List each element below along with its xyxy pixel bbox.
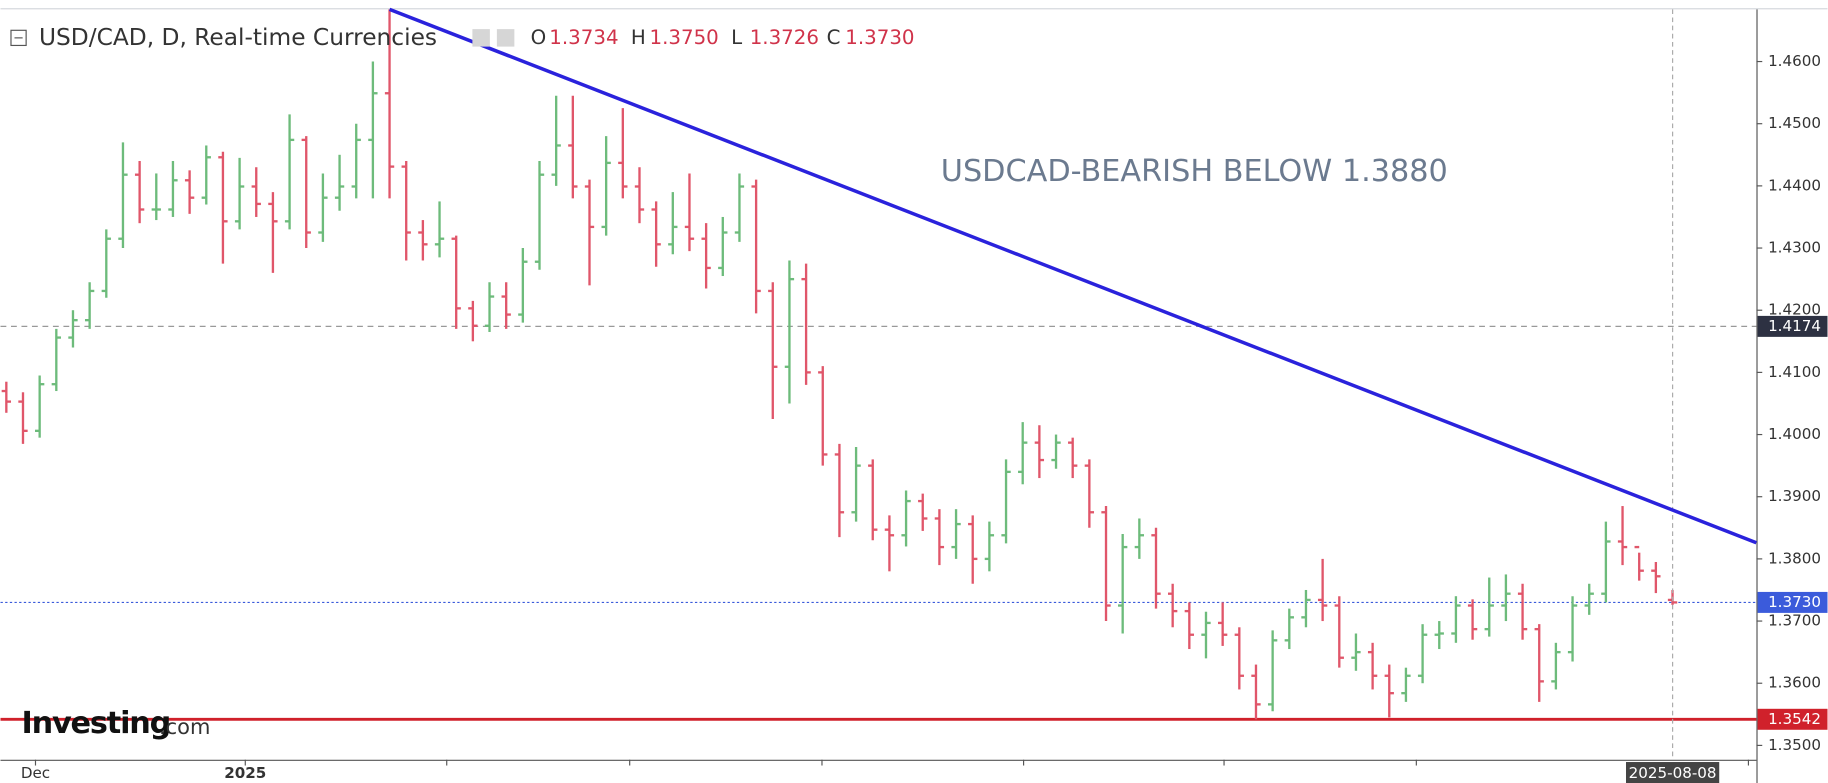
watermark-suffix: .com (159, 715, 210, 739)
y-tick-label: 1.3500 (1768, 736, 1821, 754)
annotation: USDCAD-BEARISH BELOW 1.3880 (941, 154, 1448, 189)
price-marker (1757, 315, 1828, 337)
x-crosshair-label: 2025-08-08 (1629, 764, 1717, 782)
y-tick-label: 1.4400 (1768, 176, 1821, 194)
ohlc-value: 1.3750 (650, 26, 719, 49)
ohlc-key: C (827, 26, 841, 49)
overlays (388, 7, 1757, 760)
ohlc-key: H (631, 26, 646, 49)
price-marker (1757, 591, 1828, 613)
price-marker (1757, 708, 1828, 730)
price-marker-label: 1.3730 (1768, 593, 1821, 611)
camera-icon[interactable] (472, 29, 490, 47)
x-crosshair-box (1626, 762, 1720, 783)
y-tick-label: 1.3800 (1768, 549, 1821, 567)
y-tick-label: 1.4500 (1768, 114, 1821, 132)
y-tick-label: 1.4100 (1768, 363, 1821, 381)
ohlc-value: 1.3730 (845, 26, 914, 49)
y-tick-label: 1.4600 (1768, 52, 1821, 70)
y-tick-label: 1.3600 (1768, 674, 1821, 692)
y-tick-label: 1.3700 (1768, 612, 1821, 630)
ohlc-key: L (731, 26, 742, 49)
ohlc-header: O 1.3734 H 1.3750 L 1.3726 C 1.3730 (531, 26, 915, 49)
x-tick-label: Dec (21, 764, 50, 782)
watermark-brand: Investing (21, 706, 170, 741)
settings-icon[interactable] (496, 29, 515, 47)
price-marker-label: 1.3542 (1768, 710, 1821, 728)
y-tick-label: 1.3900 (1768, 487, 1821, 505)
price-marker-label: 1.4174 (1768, 317, 1821, 335)
y-tick-label: 1.4200 (1768, 301, 1821, 319)
price-lines (0, 325, 1757, 721)
collapse-icon[interactable] (10, 29, 27, 47)
ohlc-value: 1.3734 (549, 26, 618, 49)
symbol-title: USD/CAD, D, Real-time Currencies (39, 24, 437, 51)
y-tick-label: 1.4300 (1768, 239, 1821, 257)
bars (1, 9, 1678, 720)
y-tick-label: 1.4000 (1768, 425, 1821, 443)
x-tick-label: 2025 (224, 764, 266, 782)
trendline (388, 7, 1757, 545)
ohlc-value: 1.3726 (750, 26, 819, 49)
ohlc-key: O (531, 26, 547, 49)
